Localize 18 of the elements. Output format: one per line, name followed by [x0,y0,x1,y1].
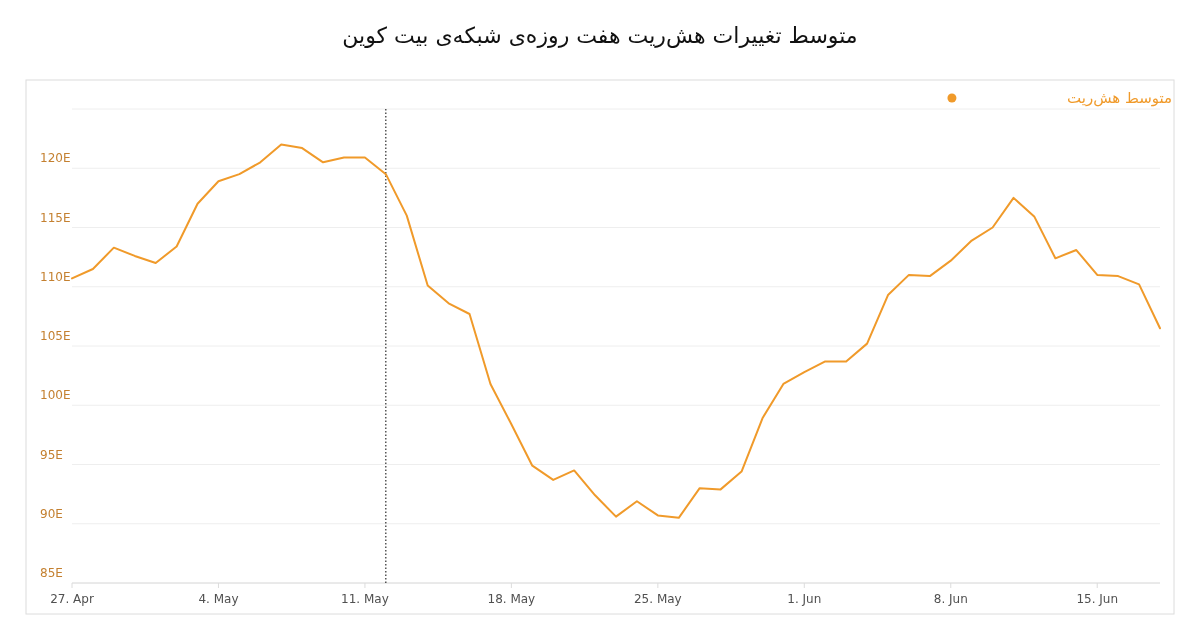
x-tick-label: 8. Jun [933,592,968,606]
y-tick-label: 105E [40,329,71,343]
chart-title: متوسط تغییرات هش‌ریت هفت روزه‌ی شبکه‌ی بیت کوین [342,23,858,49]
x-tick-label: 1. Jun [787,592,822,606]
y-tick-label: 110E [40,269,71,284]
y-tick-label: 115E [40,210,71,225]
x-tick-label: 25. May [633,592,682,606]
y-tick-label: 100E [40,388,71,403]
y-tick-label: 95E [40,447,63,462]
x-tick-label: 4. May [198,592,239,606]
x-tick-label: 15. Jun [1076,592,1119,606]
x-tick-label: 27. Apr [50,592,94,606]
y-tick-label: 90E [40,506,63,521]
legend: متوسط هش‌ریت [947,89,1173,107]
x-tick-label: 18. May [487,592,536,606]
y-tick-label: 120E [40,151,71,166]
y-tick-label: 85E [40,566,63,580]
x-tick-label: 11. May [341,592,389,606]
